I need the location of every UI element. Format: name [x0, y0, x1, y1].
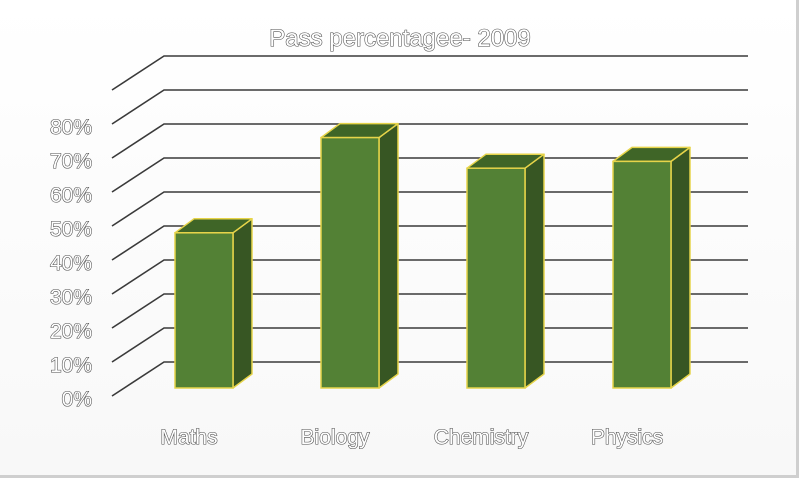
bar-side: [232, 218, 253, 389]
chart-title: Pass percentagee- 2009: [269, 25, 531, 52]
gridline: [111, 55, 748, 91]
bar-front: [320, 136, 380, 389]
bar-side: [378, 122, 399, 389]
gridline: [111, 191, 748, 227]
y-tick-label: 70%: [50, 150, 92, 173]
gridline: [111, 157, 748, 193]
gridline: [111, 123, 748, 159]
bar-biology: [320, 122, 399, 389]
gridline: [111, 293, 748, 329]
x-tick-label: Maths: [160, 426, 217, 449]
gridlines: [111, 55, 748, 397]
y-tick-label: 80%: [50, 116, 92, 139]
gridline: [111, 89, 748, 125]
gridline: [111, 259, 748, 295]
gridline: [111, 225, 748, 261]
bar-front: [612, 160, 672, 389]
bar-maths: [174, 218, 253, 389]
y-tick-label: 30%: [50, 286, 92, 309]
y-tick-label: 50%: [50, 218, 92, 241]
x-tick-label: Biology: [301, 426, 370, 449]
bar-front: [174, 232, 234, 389]
bars: [174, 122, 691, 389]
x-axis-category-labels: Maths Biology Chemistry Physics: [160, 425, 664, 449]
gridline: [111, 327, 748, 363]
y-tick-label: 0%: [62, 388, 92, 411]
gridline: [111, 361, 748, 397]
x-tick-label: Chemistry: [434, 426, 529, 449]
y-tick-label: 60%: [50, 184, 92, 207]
bar-physics: [612, 146, 691, 389]
y-axis-tick-labels: 0% 10% 20% 30% 40% 50% 60% 70% 80%: [49, 115, 92, 411]
bar-front: [466, 167, 526, 389]
bar-side: [524, 153, 545, 389]
bar-chemistry: [466, 153, 545, 389]
y-tick-label: 20%: [50, 320, 92, 343]
y-tick-label: 10%: [50, 354, 92, 377]
y-tick-label: 40%: [50, 252, 92, 275]
x-tick-label: Physics: [591, 426, 663, 449]
bar-side: [670, 146, 691, 389]
